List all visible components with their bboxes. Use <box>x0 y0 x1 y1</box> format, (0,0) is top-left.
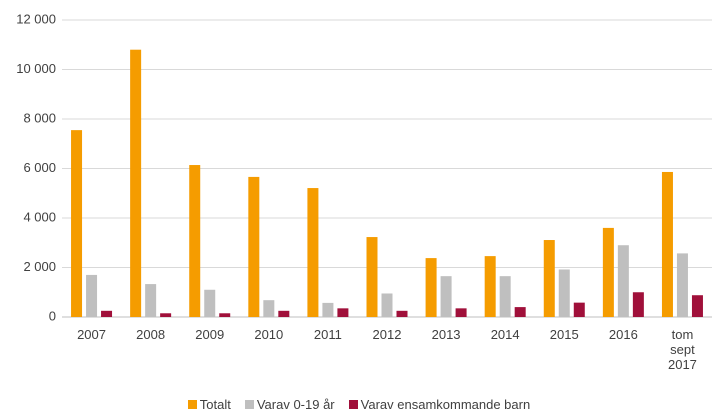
bar <box>307 188 319 317</box>
x-tick-label: 2014 <box>490 327 520 342</box>
legend-label: Varav ensamkommande barn <box>360 397 531 412</box>
bar <box>278 310 290 317</box>
bar <box>322 302 334 317</box>
bar <box>381 293 393 317</box>
bar <box>248 176 260 317</box>
bar <box>337 308 349 317</box>
y-tick-label: 12 000 <box>16 11 56 26</box>
bar <box>101 310 113 317</box>
x-tick-label: 2012 <box>372 327 402 342</box>
bar <box>455 308 467 317</box>
y-tick-label: 0 <box>49 308 56 323</box>
x-tick-label: 2008 <box>136 327 166 342</box>
x-tick-label: 2009 <box>195 327 225 342</box>
bar <box>71 130 83 317</box>
bar <box>396 310 408 317</box>
bar <box>514 307 526 317</box>
bar <box>160 313 172 317</box>
x-tick-label: 2010 <box>254 327 284 342</box>
x-tick-label: 2007 <box>77 327 106 342</box>
legend-swatch <box>187 400 197 409</box>
y-tick-label: 6 000 <box>23 160 56 175</box>
legend-item: Totalt <box>187 397 231 412</box>
bar <box>130 49 142 317</box>
bar <box>219 313 231 317</box>
y-tick-label: 4 000 <box>23 209 56 224</box>
x-tick-label: 2015 <box>549 327 579 342</box>
bar <box>366 237 378 317</box>
x-tick-label: 2016 <box>608 327 638 342</box>
bar <box>617 245 629 317</box>
bar <box>602 227 614 317</box>
bar <box>691 295 703 317</box>
x-tick-label: 2013 <box>431 327 461 342</box>
bar <box>558 269 570 317</box>
x-tick-label: 2011 <box>313 327 342 342</box>
legend-label: Totalt <box>199 397 231 412</box>
bar <box>263 300 275 317</box>
bar <box>86 274 98 317</box>
bar <box>440 276 452 317</box>
bar <box>189 165 201 317</box>
bar <box>425 258 437 317</box>
bar <box>499 276 511 317</box>
y-tick-label: 10 000 <box>16 61 56 76</box>
bar <box>661 171 673 317</box>
legend-swatch <box>348 400 358 409</box>
bar <box>632 292 644 317</box>
bar <box>676 253 688 317</box>
legend-swatch <box>244 400 254 409</box>
x-tick-label: tom sept 2017 <box>667 327 697 372</box>
y-tick-label: 2 000 <box>23 259 56 274</box>
legend-item: Varav 0-19 år <box>244 397 335 412</box>
bar <box>145 284 157 317</box>
legend-item: Varav ensamkommande barn <box>348 397 531 412</box>
bar <box>573 302 585 317</box>
bar <box>204 289 216 317</box>
legend-label: Varav 0-19 år <box>256 397 335 412</box>
legend: Totalt Varav 0-19 år Varav ensamkommande b… <box>0 397 718 412</box>
bar <box>484 256 496 317</box>
bar <box>543 240 555 317</box>
y-tick-label: 8 000 <box>23 110 56 125</box>
